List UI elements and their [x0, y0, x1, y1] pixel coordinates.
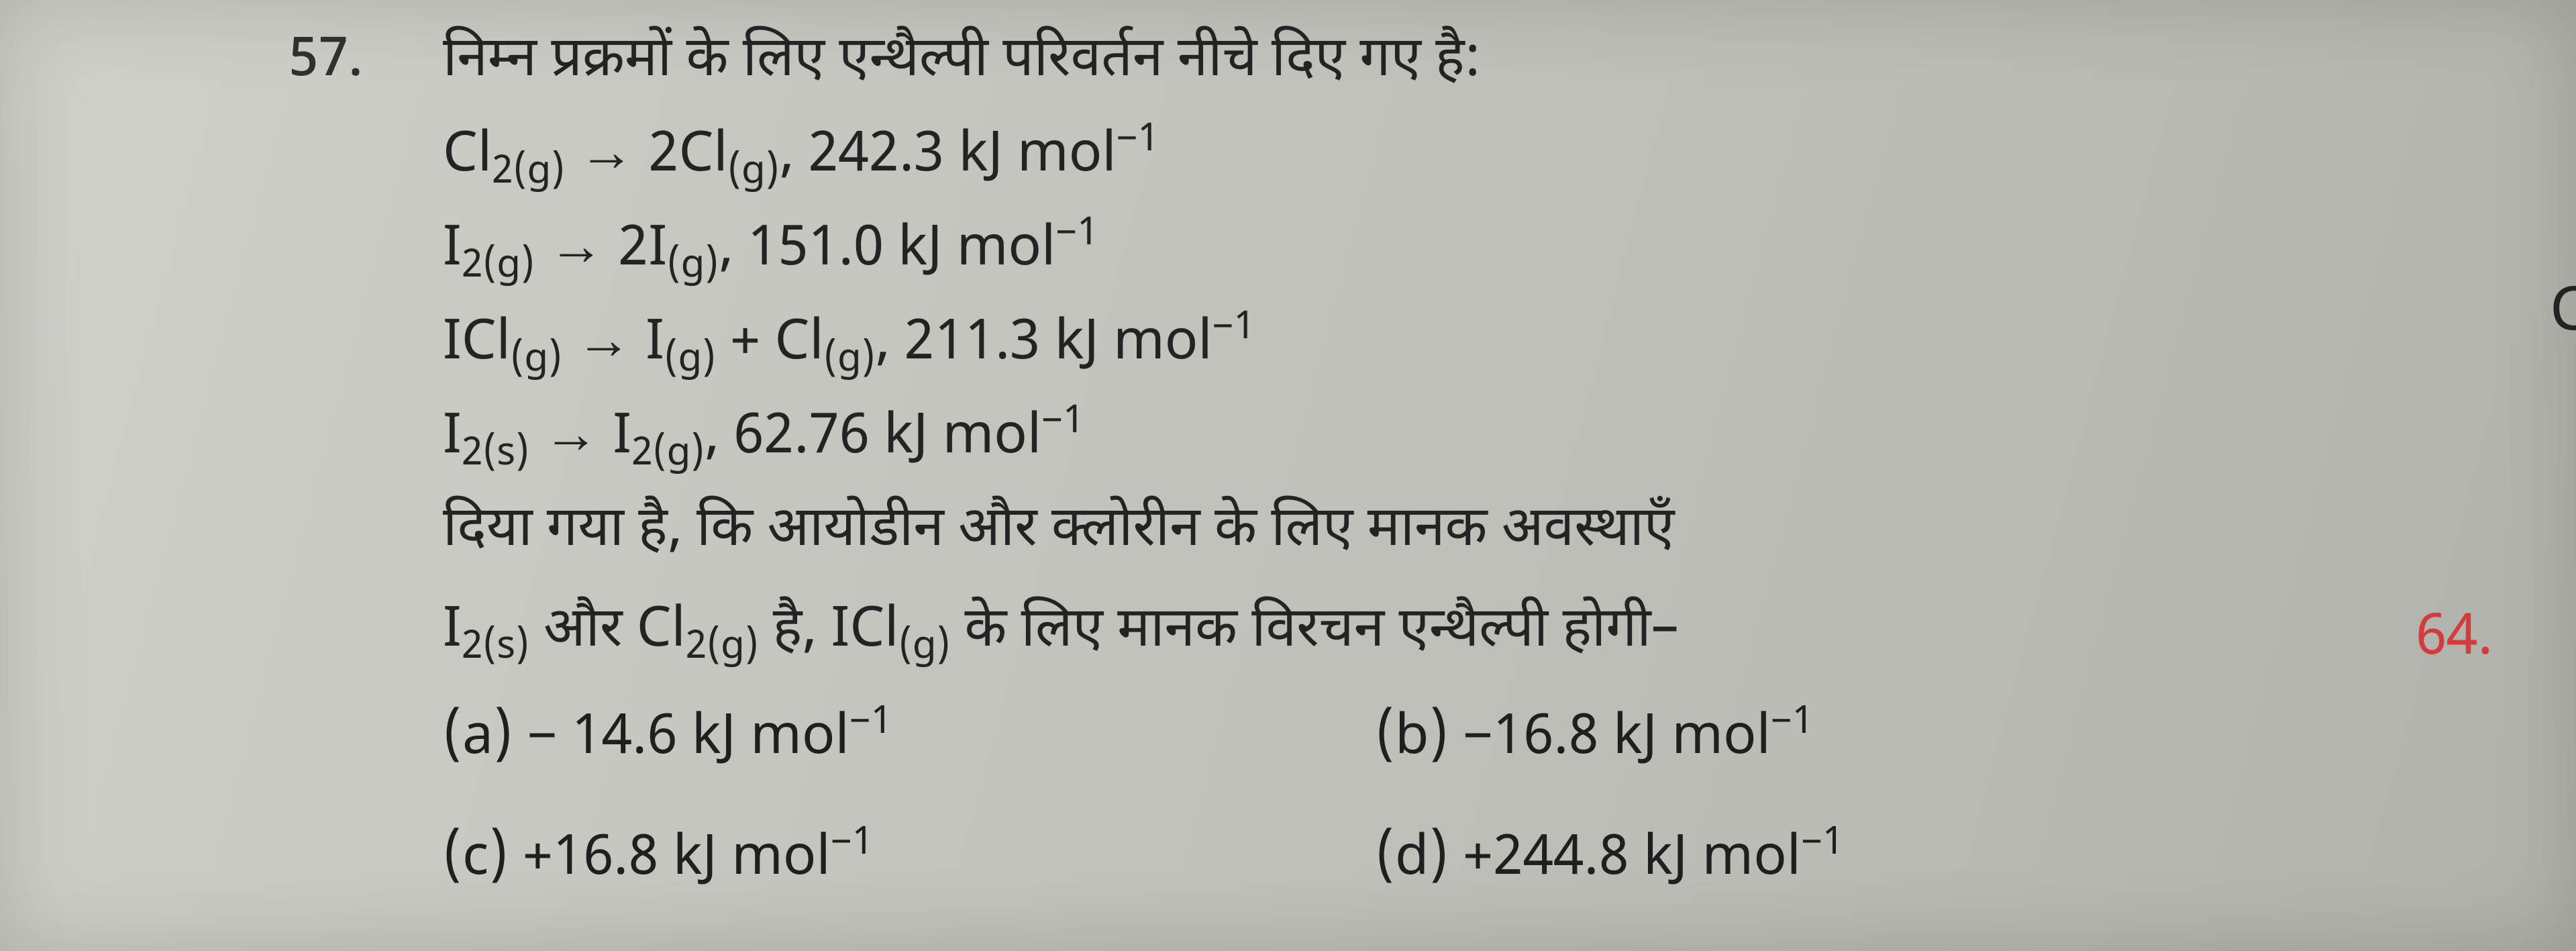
- eq3-sub2: (g): [664, 336, 716, 387]
- condition-line-2: I2(s) और Cl2(g) है, ICl(g) के लिए मानक व…: [443, 597, 1679, 668]
- eq1-val: , 242.3 kJ mol: [779, 122, 1116, 193]
- option-a-exp: −1: [849, 698, 892, 749]
- eq1-pre: Cl: [443, 122, 492, 193]
- eq1-arrow: → 2Cl: [565, 122, 728, 193]
- eq2-sub2: (g): [667, 242, 719, 293]
- eq2-sub1: 2(g): [462, 242, 535, 293]
- eq3-sub3: (g): [824, 336, 876, 387]
- eq4-sub1: 2(s): [462, 430, 529, 481]
- cond2-b-sub: 2(g): [686, 623, 759, 674]
- eq3-exp: −1: [1213, 303, 1255, 354]
- cond2-c-sub: (g): [898, 623, 950, 674]
- eq2-pre: I: [443, 216, 462, 287]
- eq2-exp: −1: [1055, 209, 1098, 260]
- option-c: (c) +16.8 kJ mol−1: [443, 825, 874, 897]
- edge-cut-letter: C: [2550, 275, 2576, 354]
- option-a: (a) − 14.6 kJ mol−1: [443, 705, 892, 776]
- eq4-pre: I: [443, 404, 462, 475]
- option-b-label: (b): [1376, 705, 1449, 776]
- eq1-sub1: 2(g): [492, 148, 565, 199]
- eq1-sub2: (g): [728, 148, 780, 199]
- eq4-val: , 62.76 kJ mol: [705, 404, 1041, 475]
- cond2-d: के लिए मानक विरचन एन्थैल्पी होगी–: [950, 597, 1679, 668]
- eq3-arrow: → I: [562, 310, 664, 381]
- cond2-c: है, ICl: [758, 597, 898, 668]
- option-b: (b) −16.8 kJ mol−1: [1376, 705, 1814, 776]
- eq3-sub1: (g): [511, 336, 562, 387]
- cond2-a: I: [443, 597, 462, 668]
- option-a-label: (a): [443, 705, 513, 776]
- eq3-plus: + Cl: [716, 310, 824, 381]
- option-c-label: (c): [443, 825, 508, 897]
- question-number: 57.: [289, 27, 363, 97]
- equation-1: Cl2(g) → 2Cl(g), 242.3 kJ mol−1: [443, 121, 1159, 193]
- equation-4: I2(s) → I2(g), 62.76 kJ mol−1: [443, 403, 1084, 475]
- eq4-arrow: → I: [529, 404, 631, 475]
- option-c-exp: −1: [831, 819, 874, 870]
- condition-line-1: दिया गया है, कि आयोडीन और क्लोरीन के लिए…: [443, 497, 1674, 568]
- option-b-exp: −1: [1771, 698, 1814, 749]
- eq2-val: , 151.0 kJ mol: [719, 216, 1055, 287]
- eq3-val: , 211.3 kJ mol: [875, 310, 1212, 381]
- eq2-arrow: → 2I: [535, 216, 668, 287]
- option-c-val: +16.8 kJ mol: [508, 825, 830, 897]
- cond2-b: और Cl: [529, 597, 686, 668]
- option-d-exp: −1: [1801, 819, 1844, 870]
- next-question-number: 64.: [2416, 604, 2493, 677]
- option-d-label: (d): [1376, 825, 1449, 897]
- cond2-a-sub: 2(s): [462, 623, 529, 674]
- page-scan: 57. निम्न प्रक्रमों के लिए एन्थैल्पी परि…: [0, 0, 2576, 951]
- option-d-val: +244.8 kJ mol: [1449, 825, 1801, 897]
- stem-line-1: निम्न प्रक्रमों के लिए एन्थैल्पी परिवर्त…: [443, 27, 1481, 98]
- option-d: (d) +244.8 kJ mol−1: [1376, 825, 1844, 897]
- eq3-pre: ICl: [443, 310, 511, 381]
- equation-2: I2(g) → 2I(g), 151.0 kJ mol−1: [443, 215, 1098, 287]
- eq1-exp: −1: [1117, 115, 1160, 166]
- eq4-sub2: 2(g): [631, 430, 705, 481]
- option-a-val: − 14.6 kJ mol: [513, 705, 849, 776]
- equation-3: ICl(g) → I(g) + Cl(g), 211.3 kJ mol−1: [443, 309, 1255, 381]
- eq4-exp: −1: [1041, 397, 1084, 448]
- option-b-val: −16.8 kJ mol: [1449, 705, 1771, 776]
